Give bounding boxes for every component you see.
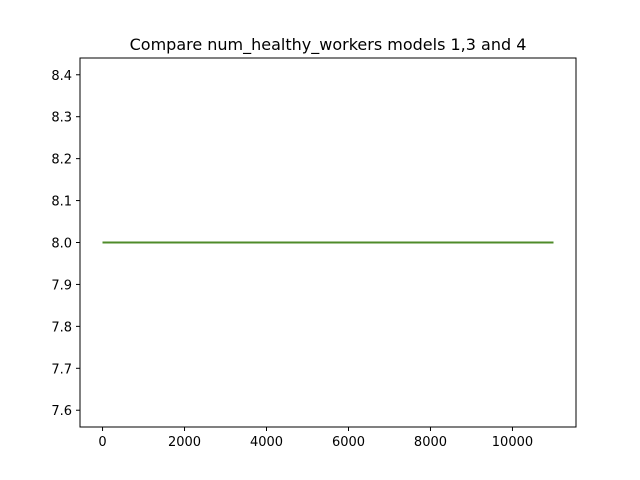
x-tick-label: 0 [98,435,106,450]
x-tick-label: 6000 [332,435,365,450]
y-tick-label: 7.8 [51,320,72,335]
y-tick-label: 7.9 [51,278,72,293]
y-tick-label: 8.4 [51,69,72,84]
y-tick-label: 7.6 [51,404,72,419]
y-tick-label: 7.7 [51,362,72,377]
y-tick-label: 8.1 [51,195,72,210]
x-tick-label: 2000 [168,435,201,450]
x-tick-label: 4000 [250,435,283,450]
chart-title: Compare num_healthy_workers models 1,3 a… [130,35,527,55]
y-tick-label: 8.3 [51,111,72,126]
y-tick-label: 8.0 [51,237,72,252]
y-axis: 7.6 7.7 7.8 7.9 8.0 8.1 8.2 8.3 8.4 [51,69,80,419]
x-tick-label: 10000 [492,435,533,450]
x-tick-label: 8000 [414,435,447,450]
y-tick-label: 8.2 [51,153,72,168]
x-axis: 0 2000 4000 6000 8000 10000 [98,427,533,450]
